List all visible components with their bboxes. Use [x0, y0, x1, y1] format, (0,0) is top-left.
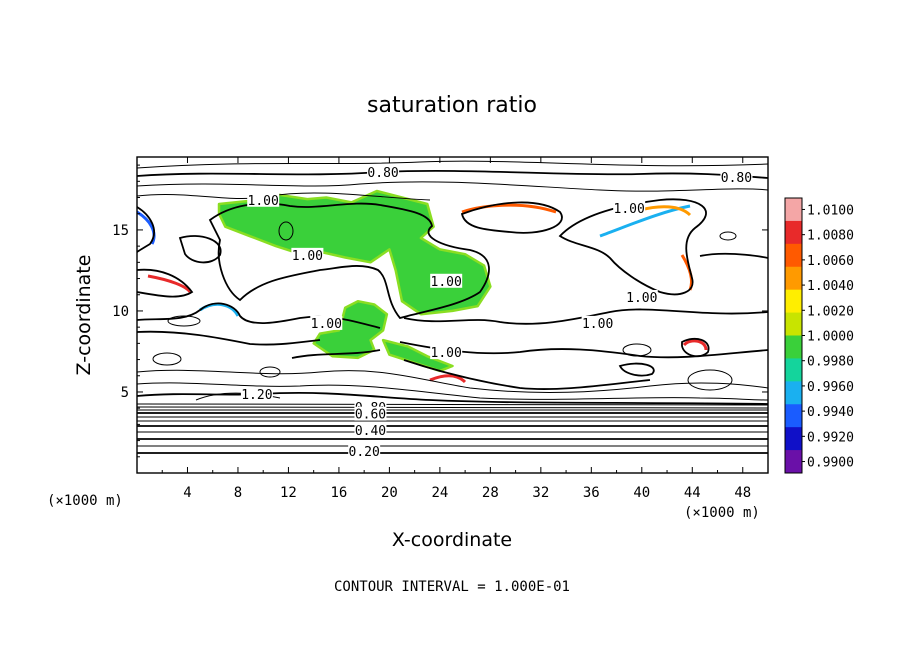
- saturation-fringe: [461, 203, 557, 214]
- saturation-fringe: [429, 374, 467, 384]
- x-tick-label: 44: [684, 485, 701, 501]
- contour-label: 1.00: [311, 317, 342, 332]
- y-tick-label: 10: [112, 304, 129, 320]
- supersaturated-region: [381, 338, 454, 373]
- x-tick-label: 8: [234, 485, 242, 501]
- contour-label: 1.00: [292, 249, 323, 264]
- colorbar-swatch: [785, 198, 802, 222]
- y-tick-label: 15: [112, 223, 129, 239]
- contour-label: 1.00: [614, 202, 645, 217]
- colorbar-swatch: [785, 358, 802, 382]
- colorbar-label: 0.9940: [807, 405, 854, 420]
- contour-label-bg: [310, 315, 343, 330]
- x-tick-label: 24: [431, 485, 448, 501]
- colorbar-label: 1.0020: [807, 304, 854, 319]
- supersaturated-region: [312, 299, 389, 360]
- contour-label: 0.80: [721, 171, 752, 186]
- contour-label: 0.20: [349, 445, 380, 460]
- contour-label-bg: [348, 443, 381, 458]
- colorbar-swatch: [785, 312, 802, 336]
- contour-label: 1.00: [626, 291, 657, 306]
- contour-label-bg: [581, 315, 614, 330]
- colorbar-label: 0.9900: [807, 456, 854, 471]
- colorbar-label: 1.0060: [807, 254, 854, 269]
- y-tick-label: 5: [121, 385, 129, 401]
- contour-label-bg: [430, 273, 463, 288]
- chart-title: saturation ratio: [367, 93, 537, 118]
- x-tick-label: 12: [280, 485, 297, 501]
- colorbar-label: 1.0080: [807, 229, 854, 244]
- saturation-fringe: [147, 274, 192, 293]
- contour-label-bg: [240, 387, 273, 402]
- colorbar-swatch: [785, 404, 802, 428]
- colorbar-swatch: [785, 243, 802, 268]
- contour-label: 1.00: [248, 194, 279, 209]
- contour-label-bg: [291, 247, 324, 262]
- colorbar-label: 1.0000: [807, 330, 854, 345]
- colorbar-label: 0.9960: [807, 380, 854, 395]
- contour-label: 1.20: [241, 388, 272, 403]
- contour-label-bg: [613, 200, 646, 215]
- colorbar-swatch: [785, 427, 802, 451]
- contour-label: 1.00: [431, 346, 462, 361]
- contour-label-bg: [625, 289, 658, 304]
- colorbar-swatch: [785, 289, 802, 314]
- x-axis-label: X-coordinate: [392, 529, 512, 551]
- contour-label: 1.00: [431, 275, 462, 290]
- contour-labels: 0.80 0.80 1.00 1.00 1.00 1.00 1.00 1.00 1.00 1.00…: [240, 165, 753, 460]
- contour-label-bg: [354, 422, 387, 437]
- x-tick-label: 4: [183, 485, 191, 501]
- colorbar-label: 1.0100: [807, 203, 854, 218]
- x-tick-label: 16: [330, 485, 347, 501]
- contour-label: 0.60: [355, 408, 386, 423]
- saturation-fringe: [682, 339, 708, 351]
- contour-label-bg: [720, 170, 753, 185]
- colorbar-label: 0.9920: [807, 430, 854, 445]
- colorbar-label: 0.9980: [807, 355, 854, 370]
- colorbar-swatch: [785, 381, 802, 405]
- x-tick-label: 36: [583, 485, 600, 501]
- y-axis-unit: (×1000 m): [47, 493, 123, 509]
- y-axis-ticks: 5 10 15: [112, 164, 768, 458]
- x-tick-label: 48: [734, 485, 751, 501]
- colorbar-swatch: [785, 450, 802, 474]
- contour-label: 1.00: [582, 317, 613, 332]
- colorbar-swatch: [785, 220, 802, 245]
- x-axis-unit: (×1000 m): [684, 505, 760, 521]
- contour-label: 0.40: [355, 424, 386, 439]
- contour-lines: [137, 160, 768, 454]
- y-axis-label: Z-coordinate: [73, 255, 95, 376]
- contour-label-bg: [354, 406, 387, 421]
- x-axis-ticks: 4 8 12 16 20 24 28 32 36 40 44 48: [161, 157, 751, 501]
- colorbar-swatch: [785, 266, 802, 291]
- contour-label-bg: [430, 345, 463, 360]
- supersaturated-region: [217, 189, 492, 316]
- contour-label-bg: [367, 165, 400, 180]
- colorbar-swatch: [785, 335, 802, 359]
- x-tick-label: 32: [532, 485, 549, 501]
- x-tick-label: 20: [381, 485, 398, 501]
- colorbar-label: 1.0040: [807, 279, 854, 294]
- plot-frame: [136, 156, 769, 474]
- x-tick-label: 40: [633, 485, 650, 501]
- contour-label: 0.80: [367, 166, 398, 181]
- colorbar: 1.0100 1.0080 1.0060 1.0040 1.0020 1.0000 0.99…: [784, 197, 854, 474]
- contour-interval-note: CONTOUR INTERVAL = 1.000E-01: [334, 579, 570, 595]
- x-tick-label: 28: [482, 485, 499, 501]
- contour-label-bg: [247, 192, 280, 207]
- saturation-fringe: [137, 210, 156, 245]
